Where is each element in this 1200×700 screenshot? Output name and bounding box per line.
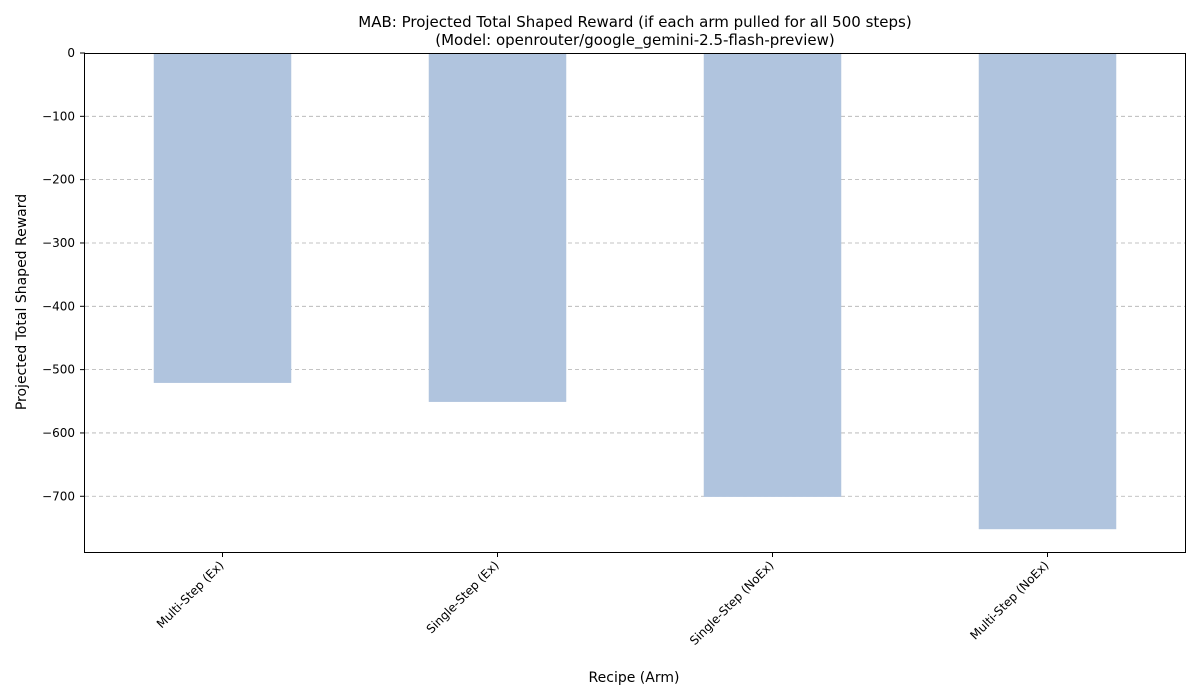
y-tick-label: 0 xyxy=(67,46,75,60)
bars xyxy=(153,53,1117,530)
bar xyxy=(703,53,842,497)
y-axis-ticks: 0 −100 −200 −300 −400 −500 −600 −700 xyxy=(42,46,85,503)
y-tick-label: −400 xyxy=(42,299,75,313)
chart-title: MAB: Projected Total Shaped Reward (if e… xyxy=(358,13,911,31)
x-axis-ticks: Multi-Step (Ex) Single-Step (Ex) Single-St… xyxy=(154,552,1052,648)
x-tick-label: Multi-Step (Ex) xyxy=(154,558,227,631)
chart-subtitle: (Model: openrouter/google_gemini-2.5-fla… xyxy=(435,31,835,50)
bar xyxy=(428,53,567,402)
plot-frame xyxy=(84,53,1186,553)
x-tick-label: Multi-Step (NoEx) xyxy=(967,558,1051,642)
y-axis-label: Projected Total Shaped Reward xyxy=(14,194,30,410)
x-tick-label: Single-Step (NoEx) xyxy=(687,558,777,648)
y-tick-label: −700 xyxy=(42,489,75,503)
y-tick-label: −300 xyxy=(42,236,75,250)
bar xyxy=(153,53,292,383)
bar xyxy=(978,53,1117,530)
x-axis-label: Recipe (Arm) xyxy=(589,670,680,686)
x-tick-label: Single-Step (Ex) xyxy=(424,558,502,636)
y-tick-label: −100 xyxy=(42,109,75,123)
y-tick-label: −500 xyxy=(42,363,75,377)
y-tick-label: −600 xyxy=(42,426,75,440)
y-tick-label: −200 xyxy=(42,173,75,187)
